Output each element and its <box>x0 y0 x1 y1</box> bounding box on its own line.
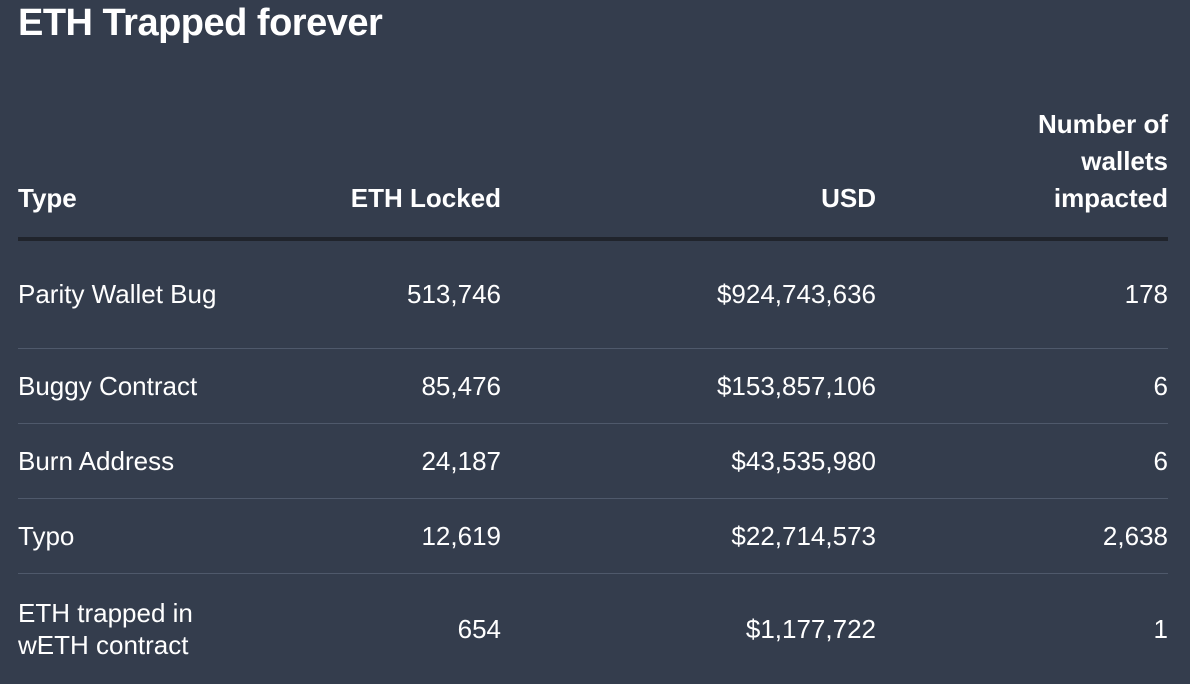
table-cell: 1 <box>1153 613 1168 644</box>
column-header-text: USD <box>821 183 876 213</box>
column-header: Type <box>18 100 218 241</box>
row-label: Parity Wallet Bug <box>18 239 218 349</box>
table-row: Burn Address 24,187 $43,535,980 6 <box>18 423 1168 499</box>
column-header-text: Type <box>18 183 77 213</box>
column-header: Number of wallets impacted <box>876 100 1168 241</box>
table-cell: 6 <box>876 423 1168 499</box>
row-label: Buggy Contract <box>18 348 218 424</box>
table-cell: 513,746 <box>218 239 501 349</box>
table-cell: 178 <box>876 239 1168 349</box>
table-cell: $43,535,980 <box>501 423 876 499</box>
table-cell: 2,638 <box>876 498 1168 574</box>
table-cell: 85,476 <box>218 348 501 424</box>
table-cell: 6 <box>876 348 1168 424</box>
row-label: ETH trapped in wETH contract <box>18 597 193 660</box>
table-row: Typo 12,619 $22,714,573 2,638 <box>18 498 1168 574</box>
table-cell: $924,743,636 <box>501 239 876 349</box>
row-label: Typo <box>18 498 218 574</box>
table-cell: 24,187 <box>218 423 501 499</box>
page-title: ETH Trapped forever <box>18 2 383 44</box>
table-row: Buggy Contract 85,476 $153,857,106 6 <box>18 348 1168 424</box>
data-table: Type ETH Locked USD Number of wallets impac… <box>18 100 1168 684</box>
table-cell: $1,177,722 <box>745 613 876 644</box>
header-row: Type ETH Locked USD Number of wallets impac… <box>18 100 1168 241</box>
table-row: ETH trapped in wETH contract 654 $1,177,72… <box>18 573 1168 684</box>
column-header-text: Number of wallets impacted <box>1038 109 1168 213</box>
table-row: Parity Wallet Bug 513,746 $924,743,636 178 <box>18 239 1168 349</box>
column-header-text: ETH Locked <box>350 183 501 213</box>
column-header: USD <box>501 100 876 241</box>
row-label: Burn Address <box>18 423 218 499</box>
column-header: ETH Locked <box>218 100 501 241</box>
table-cell: $153,857,106 <box>501 348 876 424</box>
table-cell: 12,619 <box>218 498 501 574</box>
table-cell: 654 <box>457 613 501 644</box>
table-cell: $22,714,573 <box>501 498 876 574</box>
